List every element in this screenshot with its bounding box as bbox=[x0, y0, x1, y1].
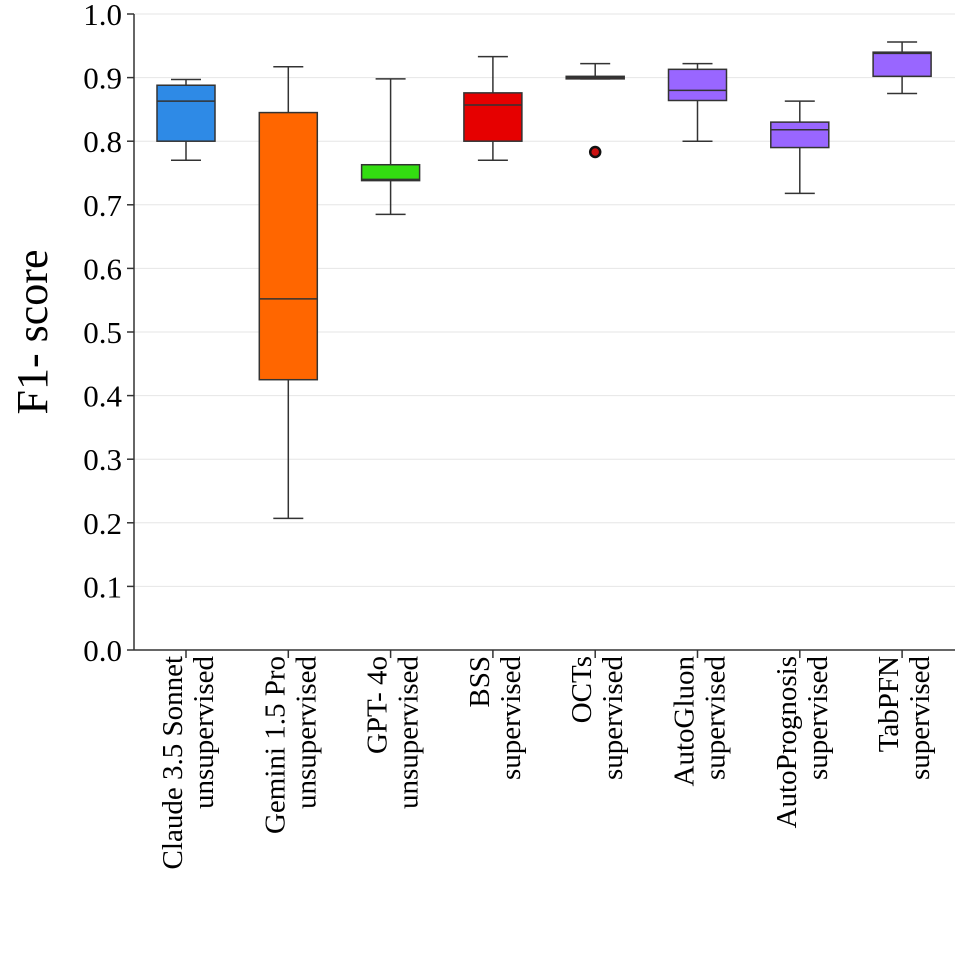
outlier-point bbox=[588, 145, 602, 159]
box-group bbox=[258, 66, 319, 520]
iqr-box bbox=[258, 111, 319, 381]
x-tick-label-line1: BSS bbox=[464, 656, 496, 708]
x-tick-label: GPT- 4o unsupervised bbox=[362, 656, 425, 810]
y-tick-label: 0.8 bbox=[83, 124, 122, 159]
iqr-box bbox=[770, 121, 830, 149]
iqr-box bbox=[156, 84, 216, 142]
x-tick-label-line2: supervised bbox=[802, 656, 834, 781]
x-tick-label-line1: GPT- 4o bbox=[362, 656, 394, 754]
y-tick-label: 0.9 bbox=[83, 61, 122, 96]
box-group bbox=[463, 55, 523, 162]
box-group bbox=[156, 78, 216, 162]
y-tick-label: 1.0 bbox=[83, 0, 122, 32]
x-tick-label-line2: unsupervised bbox=[290, 656, 322, 810]
x-tick-label-line1: TabPFN bbox=[873, 656, 905, 752]
x-tick-label: BSS supervised bbox=[464, 656, 527, 781]
x-tick-label-line1: Claude 3.5 Sonnet bbox=[157, 656, 189, 869]
x-tick-label-line1: Gemini 1.5 Pro bbox=[259, 656, 291, 834]
x-tick-label-line2: unsupervised bbox=[393, 656, 425, 810]
box-group bbox=[667, 62, 728, 142]
y-tick-label: 0.0 bbox=[83, 633, 122, 668]
y-axis-ticks: 0.0 0.1 0.2 0.3 0.4 0.5 0.6 0.7 0.8 0.9 1.0 bbox=[83, 0, 134, 668]
x-tick-label-line1: AutoGluon bbox=[669, 656, 701, 787]
x-tick-label-line2: supervised bbox=[597, 656, 629, 781]
iqr-box bbox=[667, 68, 728, 102]
y-tick-label: 0.5 bbox=[83, 315, 122, 350]
gridlines bbox=[134, 13, 955, 587]
x-tick-label: TabPFN supervised bbox=[873, 656, 936, 781]
y-tick-label: 0.2 bbox=[83, 506, 122, 541]
iqr-box bbox=[463, 92, 523, 142]
box-group bbox=[872, 41, 932, 95]
x-tick-label-line1: AutoPrognosis bbox=[771, 656, 803, 828]
y-axis-label: F1- score bbox=[8, 250, 57, 415]
x-tick-label: AutoGluon supervised bbox=[669, 656, 732, 787]
x-tick-label-line2: supervised bbox=[700, 656, 732, 781]
x-tick-label: OCTs supervised bbox=[566, 656, 629, 781]
iqr-box bbox=[872, 51, 932, 78]
x-tick-label-line1: OCTs bbox=[566, 656, 598, 723]
axes bbox=[133, 14, 955, 651]
x-axis-labels: Claude 3.5 Sonnet unsupervised Gemini 1.5 … bbox=[157, 650, 936, 869]
y-tick-label: 0.6 bbox=[83, 251, 122, 286]
x-tick-label: Gemini 1.5 Pro unsupervised bbox=[259, 656, 322, 835]
box-group bbox=[360, 78, 421, 216]
x-tick-label-line2: supervised bbox=[495, 656, 527, 781]
x-tick-label-line2: unsupervised bbox=[188, 656, 220, 810]
x-tick-label-line2: supervised bbox=[904, 656, 936, 781]
box-group bbox=[770, 100, 830, 195]
y-tick-label: 0.3 bbox=[83, 442, 122, 477]
boxes bbox=[156, 41, 932, 520]
iqr-box bbox=[360, 163, 421, 182]
x-tick-label: Claude 3.5 Sonnet unsupervised bbox=[157, 656, 220, 870]
y-tick-label: 0.4 bbox=[83, 379, 122, 414]
y-tick-label: 0.7 bbox=[83, 188, 122, 223]
x-tick-label: AutoPrognosis supervised bbox=[771, 656, 834, 829]
box-group bbox=[565, 62, 625, 159]
y-tick-label: 0.1 bbox=[83, 569, 122, 604]
